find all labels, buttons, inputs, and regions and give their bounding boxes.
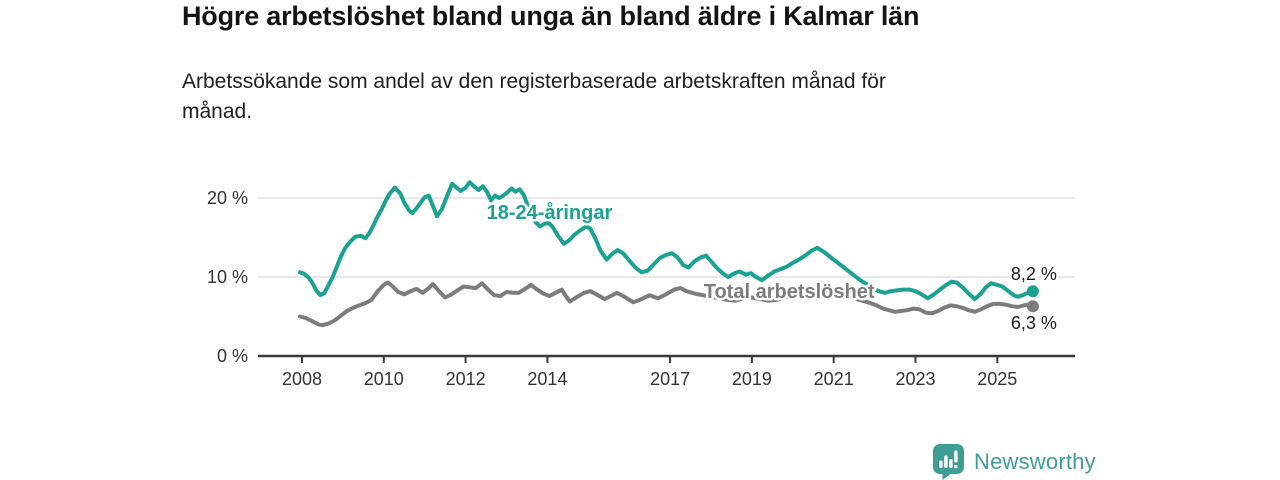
series-line	[298, 280, 1035, 328]
logo-bars-icon	[939, 450, 958, 469]
x-axis-tick-label: 2012	[446, 369, 486, 389]
x-axis-tick-label: 2021	[814, 369, 854, 389]
series-label: Total arbetslöshet	[704, 281, 875, 303]
newsworthy-logo-icon	[933, 444, 964, 480]
series-label: 18-24-åringar	[487, 201, 613, 224]
newsworthy-branding: Newsworthy	[933, 444, 1096, 480]
chart-subtitle-line2: månad.	[182, 99, 253, 123]
y-axis-tick-label: 20 %	[207, 188, 248, 208]
x-axis-tick-label: 2019	[732, 369, 772, 389]
logo-bubble-shape	[933, 444, 964, 480]
x-axis-tick-label: 2023	[895, 369, 935, 389]
x-axis-tick-label: 2010	[364, 369, 404, 389]
x-axis-tick-label: 2014	[527, 369, 567, 389]
series-end-value-label: 8,2 %	[1011, 264, 1057, 284]
x-axis-tick-label: 2008	[282, 369, 322, 389]
y-axis-tick-label: 0 %	[217, 346, 248, 366]
y-axis-tick-label: 10 %	[207, 267, 248, 287]
newsworthy-logo-text: Newsworthy	[974, 449, 1096, 474]
x-axis-tick-label: 2025	[977, 369, 1017, 389]
series-line	[298, 180, 1035, 302]
series-end-dot	[1026, 300, 1039, 313]
chart-title: Högre arbetslöshet bland unga än bland ä…	[182, 1, 920, 31]
series-end-value-label: 6,3 %	[1011, 313, 1057, 333]
chart-subtitle: Arbetssökande som andel av den registerb…	[182, 67, 1082, 127]
series-end-dot	[1026, 285, 1039, 298]
chart-subtitle-line1: Arbetssökande som andel av den registerb…	[182, 70, 886, 93]
x-axis-tick-label: 2017	[650, 369, 690, 389]
